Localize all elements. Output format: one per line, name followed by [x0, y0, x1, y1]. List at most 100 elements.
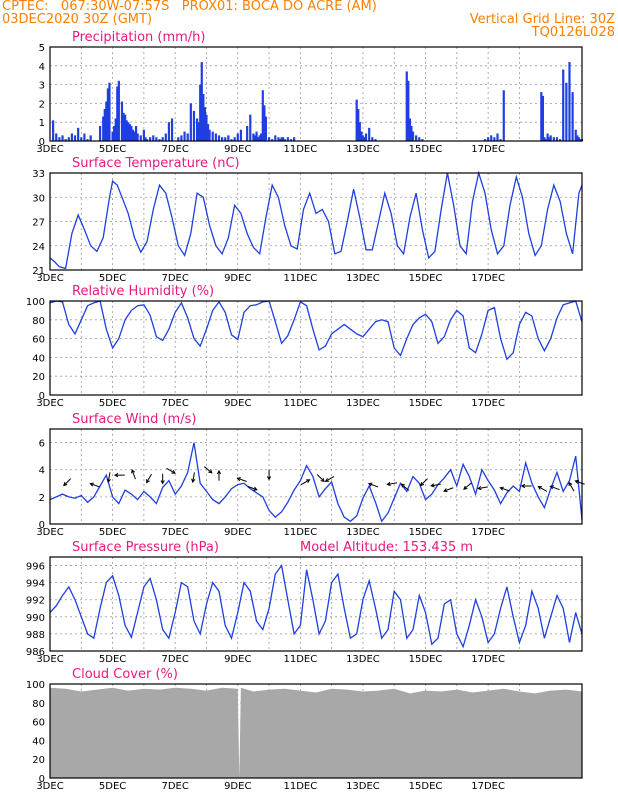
temp-frame [49, 172, 583, 271]
wind-arrow-head [443, 488, 448, 493]
wind-arrow-shaft [63, 478, 72, 486]
precip-bar [249, 114, 252, 141]
precip-bar [221, 137, 224, 141]
precip-bar [186, 133, 189, 141]
y-tick-label: 0 [39, 774, 45, 785]
wind-arrow [266, 469, 272, 481]
wind-arrow [537, 486, 548, 492]
wind-arrow-shaft [401, 483, 410, 491]
precip-bar [236, 133, 239, 141]
y-tick-label: 30 [32, 193, 45, 204]
y-tick-label: 21 [32, 266, 45, 277]
precip-bar [64, 139, 67, 141]
x-tick-label: 7DEC [161, 398, 188, 409]
wind-frame [49, 428, 583, 525]
precip-bar [263, 105, 266, 141]
precip-bar [364, 133, 368, 141]
precip-bar [499, 139, 502, 141]
precip-bar [274, 135, 277, 141]
precip-bar [371, 137, 374, 141]
y-tick-label: 80 [32, 316, 45, 327]
precip-bar [415, 135, 418, 141]
precip-bar [549, 135, 552, 141]
precip-bar [106, 88, 109, 141]
x-tick-label: 17DEC [471, 144, 505, 155]
wind-arrow-head [146, 479, 150, 484]
x-tick-label: 5DEC [99, 781, 126, 792]
rh-series-line [49, 300, 583, 361]
wind-arrow-shaft [107, 472, 111, 483]
pressure-panel: Surface Pressure (hPa) Model Altitude: 15… [26, 540, 583, 665]
x-tick-label: 3DEC [36, 273, 63, 284]
y-tick-label: 0 [39, 137, 45, 148]
wind-arrow-shaft [463, 482, 472, 490]
wind-arrow-head [520, 483, 526, 489]
y-tick-label: 20 [32, 372, 45, 383]
precip-bar [161, 137, 164, 141]
precip-bar [543, 137, 546, 141]
precip-bar [197, 122, 200, 141]
precip-bar [158, 139, 161, 141]
x-tick-label: 11DEC [283, 144, 317, 155]
precip-bar [180, 135, 183, 141]
precip-bar [283, 139, 286, 141]
pressure-frame [49, 556, 583, 652]
wind-arrow-shaft [325, 476, 335, 482]
y-tick-label: 40 [32, 353, 45, 364]
wind-arrow-head [106, 478, 111, 484]
precip-bar [411, 131, 415, 141]
wind-arrow-shaft [500, 487, 510, 492]
precip-bar [80, 137, 83, 141]
precip-bar [271, 139, 274, 141]
y-tick-label: 60 [32, 718, 45, 729]
wind-arrow [247, 485, 258, 491]
wind-arrow [63, 478, 72, 487]
precip-bar [286, 137, 289, 141]
wind-arrow [367, 482, 379, 488]
precip-bar [558, 139, 562, 141]
wind-arrow-shaft [538, 486, 548, 492]
wind-arrow [204, 466, 213, 474]
x-tick-label: 3DEC [36, 398, 63, 409]
temp-panel: Surface Temperature (nC) 21 24 27 30 33 3DEC 5D… [32, 156, 583, 284]
precip-bar [144, 137, 147, 141]
x-tick-label: 15DEC [409, 527, 443, 538]
wind-arrow-head [537, 486, 542, 490]
y-tick-label: 996 [26, 562, 45, 573]
precip-bar [568, 62, 571, 141]
precip-bar [496, 133, 499, 141]
precip-bar [113, 125, 116, 141]
wind-arrow [216, 469, 222, 481]
precip-bar [278, 139, 282, 141]
precip-bar [546, 133, 549, 141]
precip-bar [145, 139, 149, 141]
wind-arrow-shaft [90, 483, 100, 488]
x-tick-label: 11DEC [283, 781, 317, 792]
precip-bar [124, 114, 127, 141]
y-tick-label: 0 [39, 520, 45, 531]
precip-bar [203, 107, 207, 141]
precip-bar [576, 135, 579, 141]
precip-bar [67, 137, 70, 141]
x-tick-label: 15DEC [409, 781, 443, 792]
precip-bar [211, 131, 214, 141]
x-tick-label: 9DEC [224, 144, 251, 155]
precip-bar [374, 139, 377, 141]
wind-arrow [386, 481, 398, 487]
precip-bar [102, 116, 105, 141]
precip-bar [483, 139, 487, 141]
x-tick-label: 5DEC [99, 144, 126, 155]
y-tick-label: 60 [32, 335, 45, 346]
precip-bar [55, 133, 58, 141]
wind-arrow-head [160, 480, 165, 485]
x-tick-label: 11DEC [283, 398, 317, 409]
cloud-panel: Cloud Cover (%) 0 20 40 60 80 100 3DEC 5DEC 7DEC 9… [26, 667, 583, 792]
wind-arrow-head [568, 481, 573, 487]
precip-bar [77, 127, 80, 141]
precip-bar [252, 133, 255, 141]
precip-bar [227, 135, 230, 141]
precip-bar [246, 125, 249, 141]
precip-bar [214, 133, 217, 141]
wind-arrow-shaft [247, 485, 258, 491]
wind-arrow-head [400, 483, 405, 488]
